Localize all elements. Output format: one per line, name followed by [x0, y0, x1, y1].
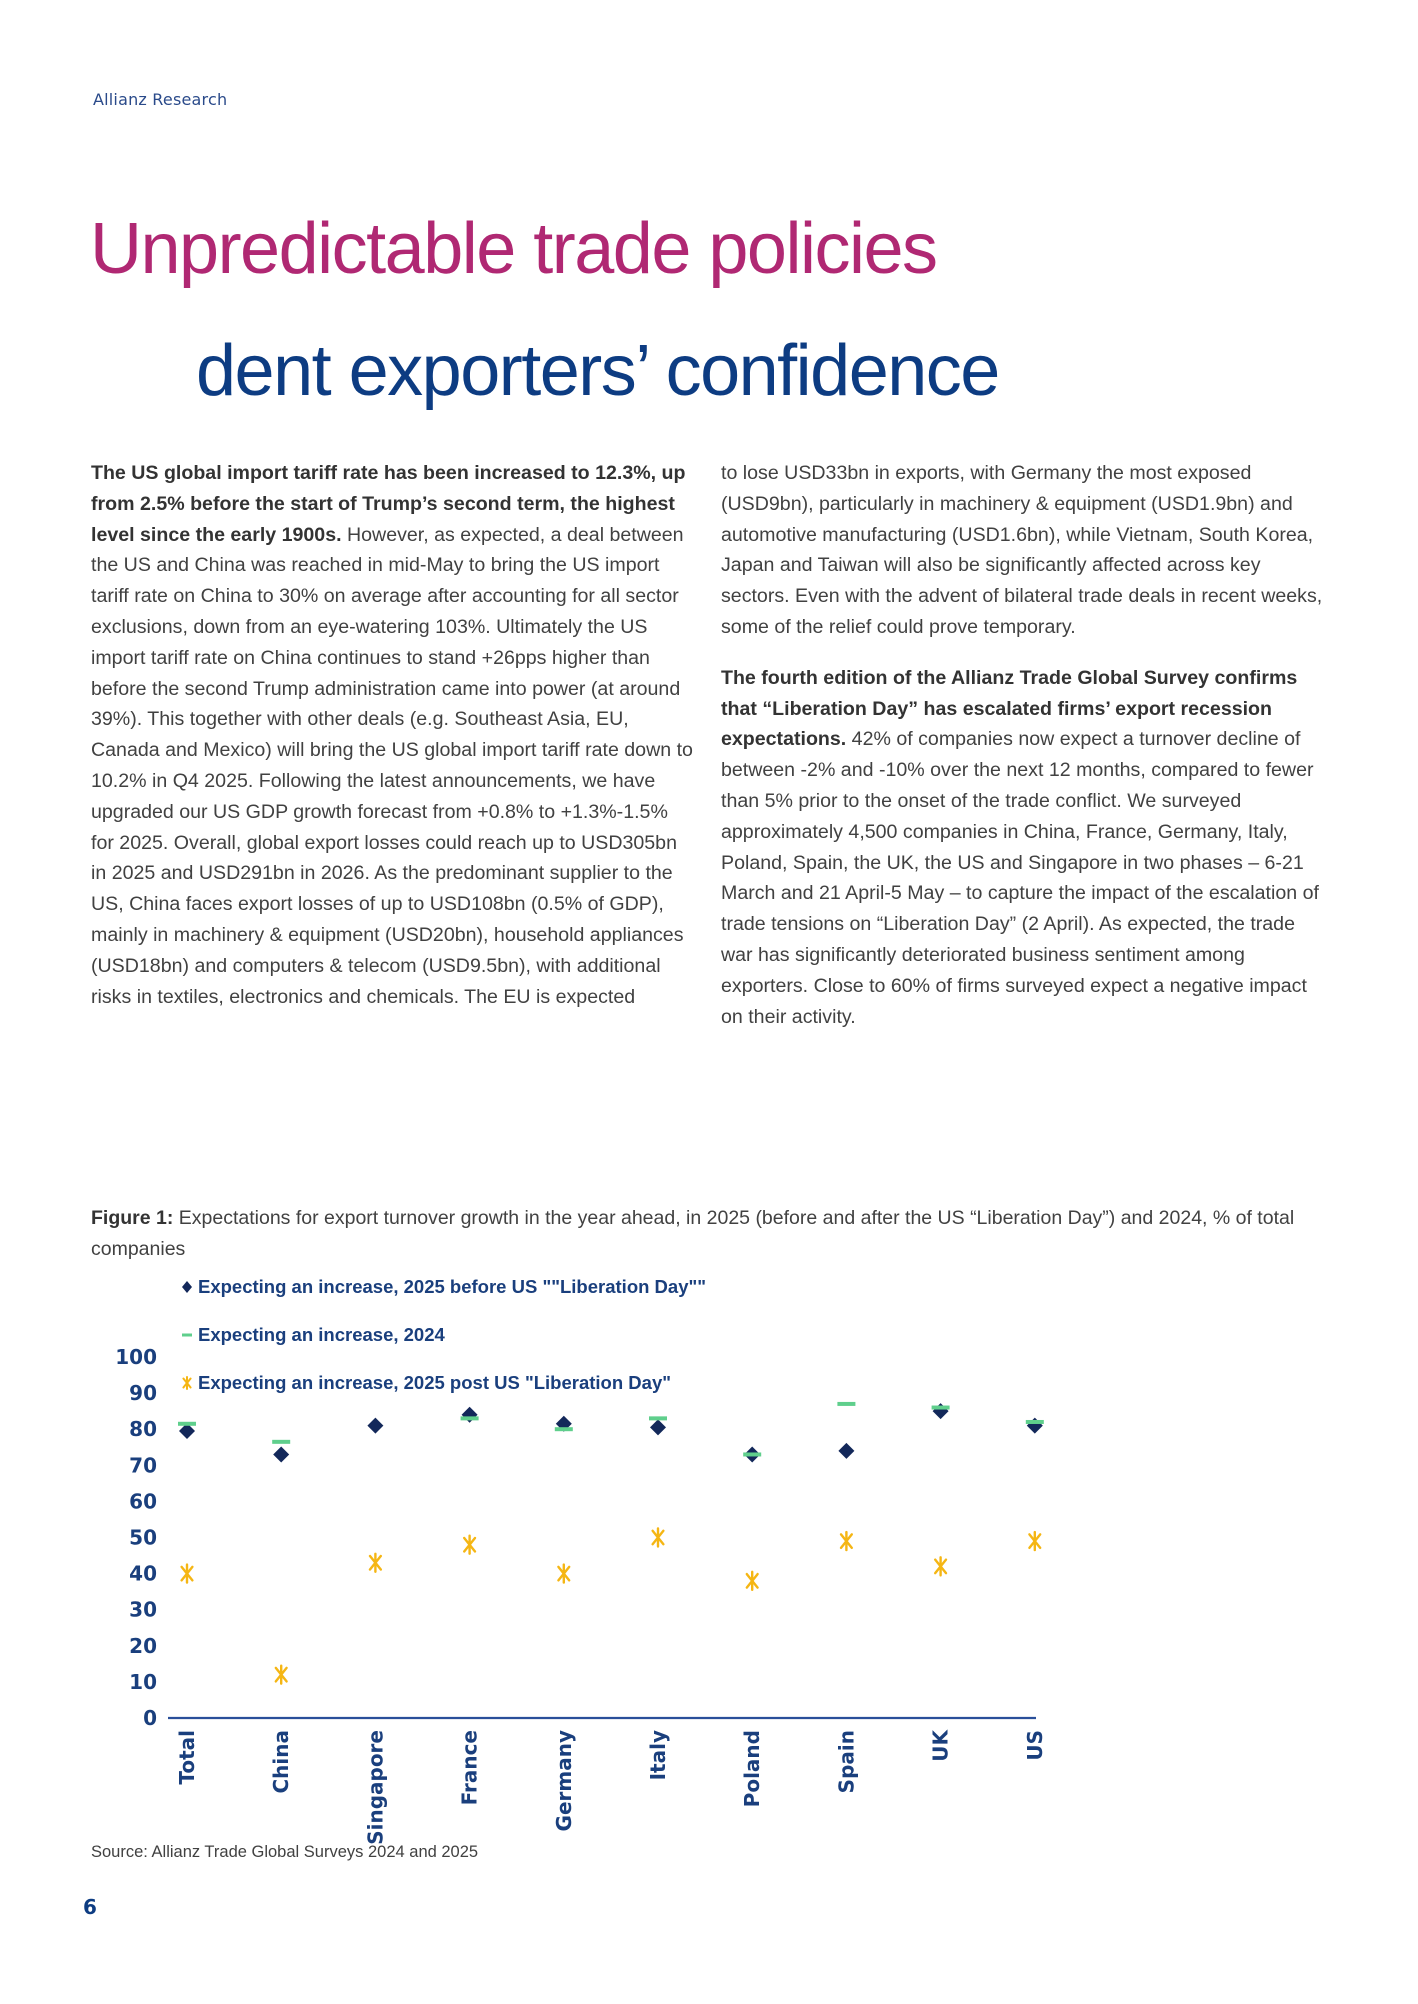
- point-2025-post: [368, 1552, 382, 1573]
- point-2024: [1025, 1419, 1044, 1424]
- page-title-line2: dent exporters’ confidence: [196, 331, 1000, 411]
- point-2025-before: [461, 1406, 478, 1423]
- y-tick-label: 20: [129, 1634, 157, 1658]
- point-2024: [649, 1416, 667, 1421]
- y-tick-label: 70: [129, 1453, 157, 1477]
- body-column-left: The US global import tariff rate has bee…: [91, 458, 696, 1032]
- x-tick-label: China: [269, 1730, 293, 1794]
- point-2025-post: [180, 1563, 194, 1584]
- y-tick-label: 10: [129, 1670, 157, 1694]
- star-stroke: [557, 1565, 571, 1582]
- y-tick-label: 40: [129, 1562, 157, 1586]
- point-2024: [272, 1439, 291, 1444]
- star-stroke: [745, 1572, 759, 1589]
- point-2025-post: [557, 1563, 571, 1584]
- point-2025-before: [179, 1423, 195, 1440]
- star-stroke: [182, 1377, 192, 1389]
- y-tick-label: 100: [115, 1345, 157, 1369]
- legend-label: Expecting an increase, 2025 post US "Lib…: [198, 1372, 671, 1393]
- x-tick-label: France: [458, 1730, 482, 1805]
- point-2025-before: [650, 1419, 666, 1436]
- figure-label: Figure 1:: [91, 1207, 174, 1229]
- star-stroke: [274, 1666, 288, 1683]
- point-2025-before: [367, 1417, 384, 1434]
- y-tick-label: 60: [129, 1489, 157, 1513]
- y-tick-label: 0: [143, 1706, 157, 1730]
- page-title-line1: Unpredictable trade policies: [90, 209, 938, 289]
- point-2024: [554, 1427, 573, 1432]
- x-tick-label: UK: [929, 1729, 953, 1762]
- legend-label: Expecting an increase, 2024: [198, 1324, 446, 1345]
- chart-legend: Expecting an increase, 2025 before US ""…: [182, 1276, 706, 1393]
- figure-caption-text: Expectations for export turnover growth …: [91, 1207, 1295, 1260]
- legend-diamond-icon: [182, 1281, 192, 1293]
- point-2025-post: [274, 1664, 288, 1685]
- paragraph: The fourth edition of the Allianz Trade …: [721, 663, 1331, 1033]
- legend-star-icon: [182, 1376, 192, 1390]
- x-tick-label: Italy: [646, 1730, 670, 1780]
- x-tick-label: Poland: [740, 1730, 764, 1807]
- x-tick-label: Germany: [552, 1730, 576, 1831]
- star-stroke: [934, 1558, 948, 1575]
- brand-header: Allianz Research: [93, 90, 228, 109]
- point-2025-post: [934, 1556, 948, 1577]
- point-2025-before: [838, 1442, 855, 1459]
- body-column-right: to lose USD33bn in exports, with Germany…: [721, 458, 1331, 1052]
- point-2024: [460, 1416, 479, 1421]
- point-2024: [931, 1405, 950, 1410]
- star-stroke: [180, 1565, 194, 1582]
- paragraph: to lose USD33bn in exports, with Germany…: [721, 462, 1323, 638]
- page-number: 6: [83, 1895, 97, 1919]
- point-2024: [837, 1401, 856, 1406]
- point-2025-before: [273, 1446, 290, 1463]
- point-2025-post: [651, 1527, 665, 1548]
- paragraph-text: 42% of companies now expect a turnover d…: [721, 728, 1319, 1028]
- scatter-chart: Expecting an increase, 2025 before US ""…: [115, 1276, 1047, 1845]
- x-tick-label: Spain: [834, 1730, 858, 1793]
- point-2025-before: [555, 1415, 572, 1432]
- figure-caption: Figure 1: Expectations for export turnov…: [91, 1203, 1341, 1265]
- paragraph: The US global import tariff rate has bee…: [91, 458, 696, 1012]
- x-tick-label: Total: [175, 1730, 199, 1785]
- point-2025-post: [1028, 1530, 1042, 1552]
- star-stroke: [1028, 1533, 1042, 1550]
- star-stroke: [463, 1536, 477, 1553]
- point-2025-before: [1026, 1417, 1043, 1434]
- x-axis: Total China Singapore France Germany Italy Pol…: [168, 1716, 1047, 1845]
- star-stroke: [651, 1529, 665, 1546]
- point-2024: [178, 1421, 196, 1426]
- y-axis: 0 10 20 30 40 50 60 70 80 90 100: [115, 1345, 157, 1730]
- y-tick-label: 30: [129, 1598, 157, 1622]
- paragraph-text: However, as expected, a deal between the…: [91, 523, 693, 1008]
- y-tick-label: 50: [129, 1526, 157, 1550]
- chart-marks: [178, 1401, 1044, 1685]
- point-2024: [743, 1452, 762, 1457]
- star-stroke: [839, 1533, 853, 1550]
- point-2025-post: [463, 1534, 477, 1555]
- figure-source: Source: Allianz Trade Global Surveys 202…: [91, 1843, 479, 1861]
- legend-dash-icon: [182, 1333, 192, 1337]
- legend-label: Expecting an increase, 2025 before US ""…: [198, 1276, 706, 1297]
- x-tick-label: Singapore: [363, 1730, 387, 1845]
- y-tick-label: 80: [129, 1417, 157, 1441]
- x-tick-label: US: [1023, 1730, 1047, 1761]
- point-2025-post: [745, 1570, 759, 1592]
- star-stroke: [368, 1554, 382, 1571]
- y-tick-label: 90: [129, 1381, 157, 1405]
- paragraph-lead: The fourth edition of the Allianz Trade …: [721, 666, 1298, 751]
- point-2025-post: [839, 1530, 853, 1552]
- paragraph-lead: The US global import tariff rate has bee…: [91, 462, 686, 546]
